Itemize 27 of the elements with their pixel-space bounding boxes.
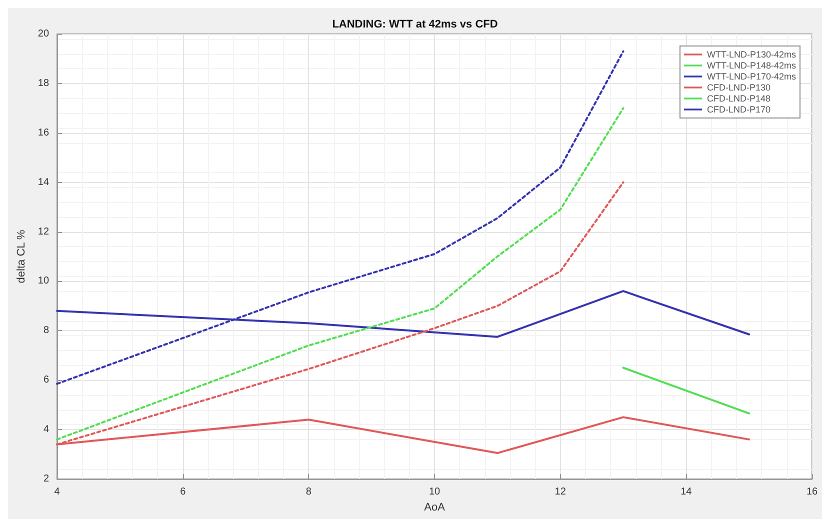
y-axis-title: delta CL % — [16, 230, 28, 284]
line-series — [56, 107, 624, 440]
x-tick-label: 6 — [180, 486, 186, 498]
x-tick-label: 10 — [428, 486, 441, 498]
legend-label: CFD-LND-P170 — [706, 104, 770, 114]
legend-label: WTT-LND-P170-42ms — [706, 72, 796, 82]
x-tick-label: 12 — [554, 486, 566, 498]
y-tick-label: 16 — [38, 127, 50, 138]
legend-label: WTT-LND-P148-42ms — [706, 60, 796, 70]
x-axis-title: AoA — [424, 501, 446, 514]
legend-label: CFD-LND-P148 — [706, 94, 770, 104]
y-tick-label: 12 — [38, 226, 50, 238]
y-tick-label: 20 — [38, 28, 50, 40]
x-tick-label: 8 — [306, 486, 312, 498]
legend-label: CFD-LND-P130 — [706, 82, 770, 92]
chart-title: LANDING: WTT at 42ms vs CFD — [332, 18, 498, 30]
y-tick-label: 4 — [43, 424, 50, 436]
y-tick-label: 6 — [43, 374, 50, 386]
y-tick-label: 14 — [38, 176, 50, 188]
y-tick-label: 18 — [38, 78, 50, 89]
y-tick-label: 10 — [38, 276, 50, 287]
y-tick-label: 2 — [43, 474, 50, 484]
x-tick-label: 14 — [680, 486, 692, 498]
x-tick-label: 16 — [806, 486, 818, 498]
legend-label: WTT-LND-P130-42ms — [706, 50, 796, 60]
y-tick-label: 8 — [43, 325, 50, 336]
x-tick-label: 4 — [54, 486, 60, 498]
